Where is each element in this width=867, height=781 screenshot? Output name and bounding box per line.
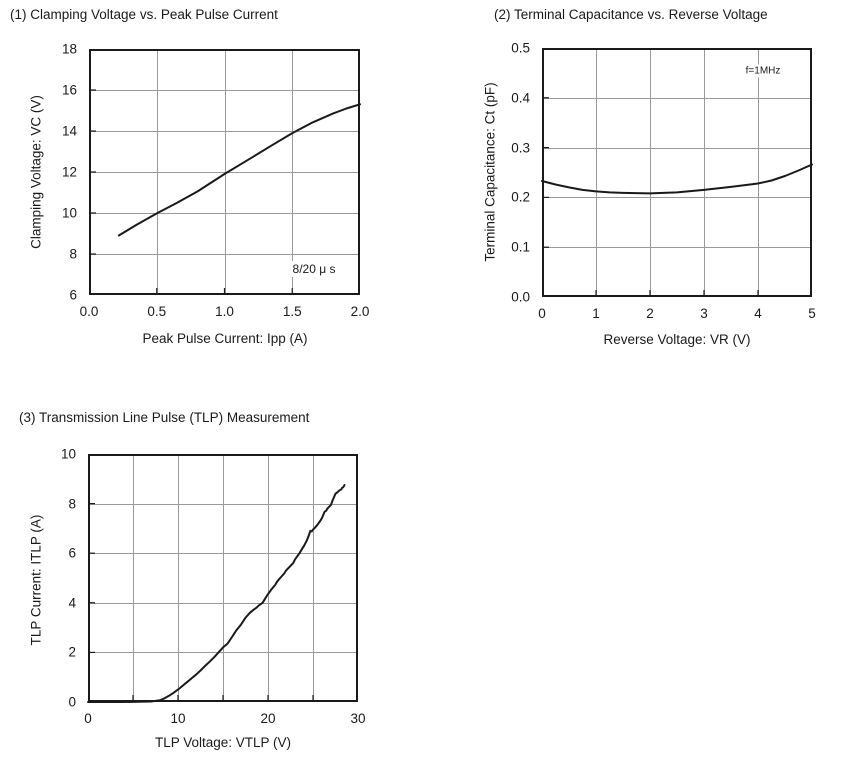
y-tick-label: 0.2 bbox=[511, 189, 530, 205]
x-tick-label: 1.5 bbox=[282, 304, 302, 319]
chart-plot-area bbox=[541, 48, 813, 297]
y-tick-label: 0.5 bbox=[511, 40, 530, 56]
x-tick-label: 30 bbox=[350, 711, 366, 726]
x-tick-label: 10 bbox=[170, 711, 186, 726]
chart-annotation: 8/20 μ s bbox=[289, 261, 339, 277]
data-curve bbox=[541, 163, 813, 195]
chart-plot-area bbox=[87, 454, 358, 703]
y-tick-label: 10 bbox=[61, 205, 77, 221]
y-tick-label: 2 bbox=[68, 644, 76, 660]
chart-clamping-voltage-panel: (1) Clamping Voltage vs. Peak Pulse Curr… bbox=[0, 0, 430, 390]
chart-title: (3) Transmission Line Pulse (TLP) Measur… bbox=[19, 410, 310, 425]
x-axis-label: Peak Pulse Current: Ipp (A) bbox=[142, 331, 308, 346]
y-tick-label: 6 bbox=[69, 287, 77, 303]
y-tick-label: 0.1 bbox=[511, 239, 530, 255]
chart-tlp-measurement-panel: (3) Transmission Line Pulse (TLP) Measur… bbox=[0, 390, 430, 781]
x-tick-label: 2 bbox=[646, 306, 654, 321]
chart-title: (2) Terminal Capacitance vs. Reverse Vol… bbox=[494, 7, 768, 22]
y-axis-label: Clamping Voltage: VC (V) bbox=[28, 95, 44, 249]
data-curve bbox=[87, 484, 346, 703]
y-tick-label: 18 bbox=[61, 41, 77, 57]
x-tick-label: 4 bbox=[754, 306, 762, 321]
x-tick-label: 0.5 bbox=[147, 304, 167, 319]
y-axis-label: TLP Current: ITLP (A) bbox=[28, 514, 44, 646]
y-tick-label: 4 bbox=[68, 595, 76, 611]
x-axis-label: TLP Voltage: VTLP (V) bbox=[154, 735, 292, 750]
x-tick-label: 0 bbox=[84, 711, 92, 726]
x-axis-label: Reverse Voltage: VR (V) bbox=[603, 332, 751, 347]
y-tick-label: 6 bbox=[68, 545, 76, 561]
y-tick-label: 8 bbox=[69, 246, 77, 262]
chart-plot-area bbox=[89, 49, 361, 295]
x-tick-label: 20 bbox=[260, 711, 276, 726]
y-tick-label: 0.0 bbox=[511, 289, 530, 305]
y-tick-label: 0.4 bbox=[511, 90, 530, 106]
y-tick-label: 16 bbox=[61, 82, 77, 98]
chart-terminal-capacitance-panel: (2) Terminal Capacitance vs. Reverse Vol… bbox=[430, 0, 867, 390]
chart-title: (1) Clamping Voltage vs. Peak Pulse Curr… bbox=[10, 7, 278, 22]
y-tick-label: 14 bbox=[61, 123, 77, 139]
x-tick-label: 1.0 bbox=[215, 304, 234, 319]
plot-border bbox=[89, 49, 360, 295]
y-axis-label: Terminal Capacitance: Ct (pF) bbox=[482, 82, 498, 262]
plot-border bbox=[542, 48, 812, 297]
x-tick-label: 2.0 bbox=[350, 304, 370, 319]
y-tick-label: 8 bbox=[68, 496, 76, 512]
data-curve bbox=[117, 103, 361, 237]
x-tick-label: 0 bbox=[538, 306, 546, 321]
x-tick-label: 1 bbox=[592, 306, 600, 321]
y-tick-label: 0.3 bbox=[511, 140, 530, 156]
chart-annotation: f=1MHz bbox=[742, 64, 784, 78]
x-tick-label: 5 bbox=[808, 306, 816, 321]
y-tick-label: 12 bbox=[61, 164, 77, 180]
y-tick-label: 10 bbox=[60, 446, 76, 462]
x-tick-label: 0.0 bbox=[79, 304, 99, 319]
x-tick-label: 3 bbox=[700, 306, 708, 321]
y-tick-label: 0 bbox=[68, 694, 76, 710]
plot-border bbox=[88, 454, 358, 702]
